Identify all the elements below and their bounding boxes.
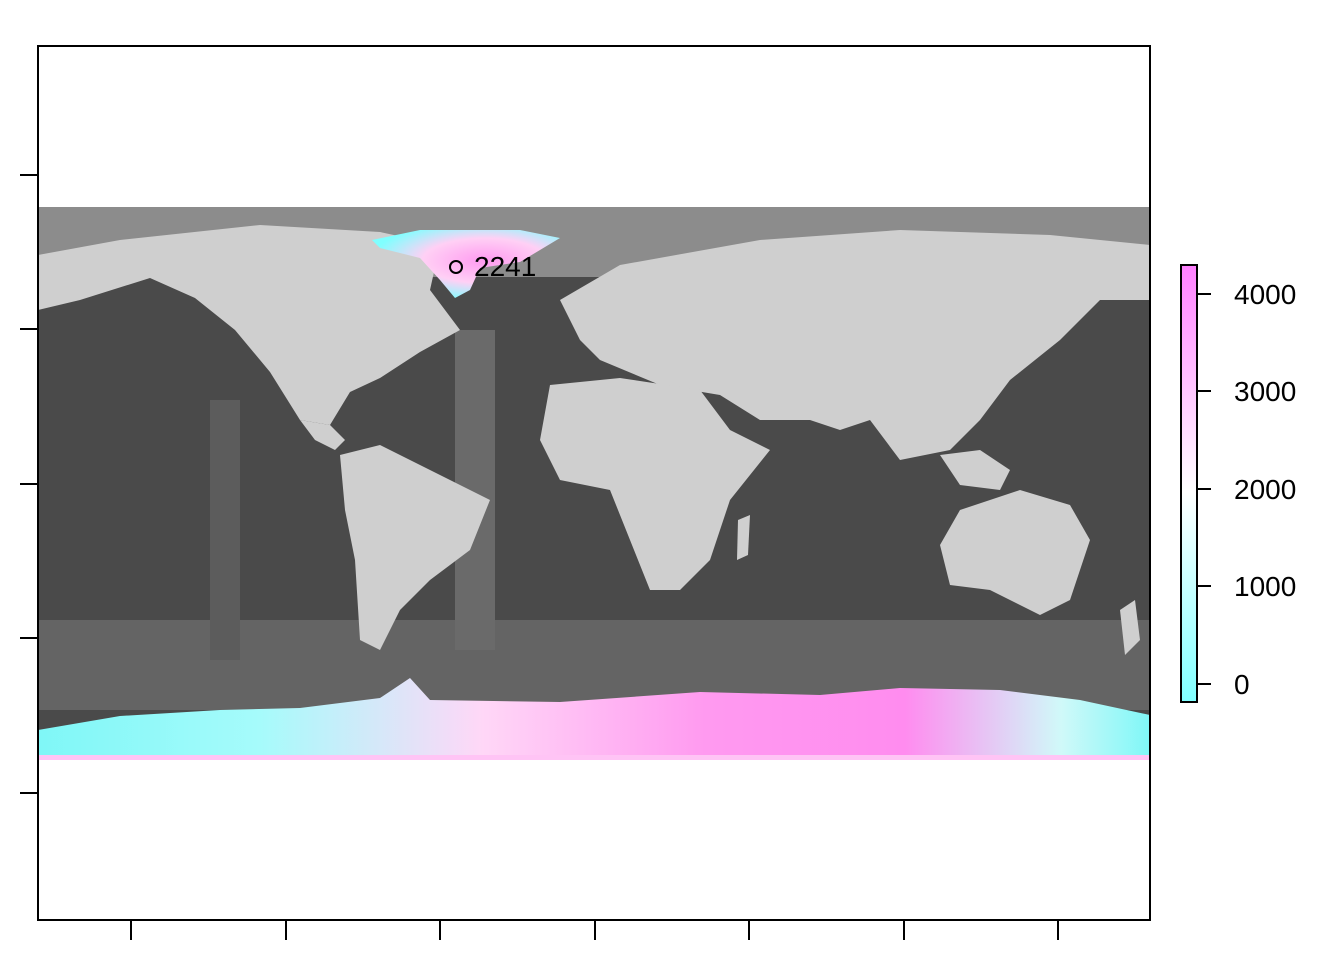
marker-point (449, 260, 463, 274)
legend-tick-label: 1000 (1234, 571, 1296, 602)
legend-tick-label: 3000 (1234, 376, 1296, 407)
pacific-ridge (210, 400, 240, 660)
legend-colorbar (1180, 264, 1198, 703)
legend-tick-label: 0 (1234, 669, 1250, 700)
y-axis (20, 174, 38, 794)
madagascar (737, 515, 750, 560)
x-axis (130, 920, 1059, 940)
legend-tick-label: 2000 (1234, 474, 1296, 505)
north-america (38, 225, 460, 425)
africa (540, 378, 770, 590)
central-america (300, 420, 345, 450)
australia (940, 490, 1090, 615)
marker-label: 2241 (474, 251, 536, 282)
southeast-asia-islands (940, 450, 1010, 490)
south-pole-strip (38, 755, 1150, 760)
new-zealand (1120, 600, 1140, 655)
map-raster (38, 207, 1150, 760)
greenland-ice-sheet (372, 230, 560, 298)
south-america (340, 445, 490, 650)
antarctic-ice-sheet (38, 678, 1150, 760)
color-legend: 4000 3000 2000 1000 0 (1180, 264, 1296, 703)
land-layer (38, 225, 1150, 655)
eurasia (560, 230, 1150, 460)
legend-tick-label: 4000 (1234, 279, 1296, 310)
